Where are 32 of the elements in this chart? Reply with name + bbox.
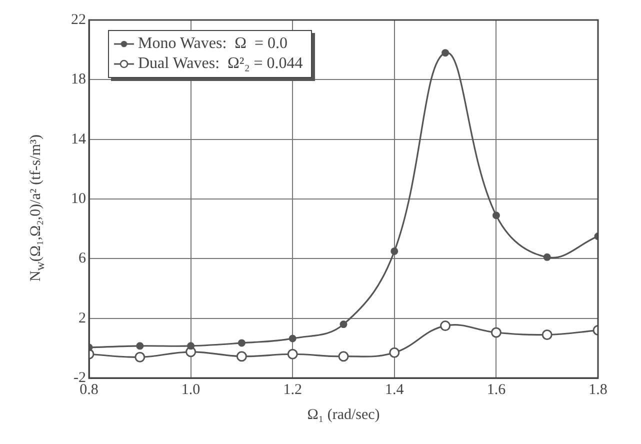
y-tick-label: 10 (71, 190, 86, 207)
y-tick-label: 2 (78, 310, 86, 326)
point (136, 342, 144, 350)
y-tick-label: 6 (78, 250, 86, 267)
x-tick-label: 1.8 (588, 382, 608, 398)
y-tick-label: 18 (71, 72, 86, 88)
point (492, 212, 500, 220)
x-tick-label: 1.2 (283, 382, 302, 398)
point (442, 49, 450, 57)
legend-label: Mono Waves: Ω = 0.0 (138, 34, 288, 54)
point (543, 253, 551, 261)
x-tick-label: 0.8 (80, 382, 98, 398)
point (390, 247, 398, 255)
point (338, 351, 349, 362)
y-tick-label: 14 (71, 131, 86, 148)
x-tick-label: 1.4 (385, 382, 404, 398)
point (542, 329, 552, 340)
x-tick-label: 1.6 (486, 382, 506, 398)
point (236, 351, 247, 362)
y-tick-label: 22 (71, 12, 86, 28)
point (490, 327, 502, 338)
legend-label: Dual Waves: Ω²₂ = 0.044 (138, 54, 303, 74)
point (287, 348, 298, 360)
point (389, 347, 400, 358)
point (238, 339, 246, 347)
point (440, 320, 451, 332)
point (288, 334, 296, 342)
point (340, 320, 348, 328)
point (134, 352, 146, 362)
x-axis-title: Ω₁ (rad/sec) (307, 406, 380, 423)
x-tick-label: 1.0 (181, 382, 200, 398)
point (187, 342, 195, 350)
